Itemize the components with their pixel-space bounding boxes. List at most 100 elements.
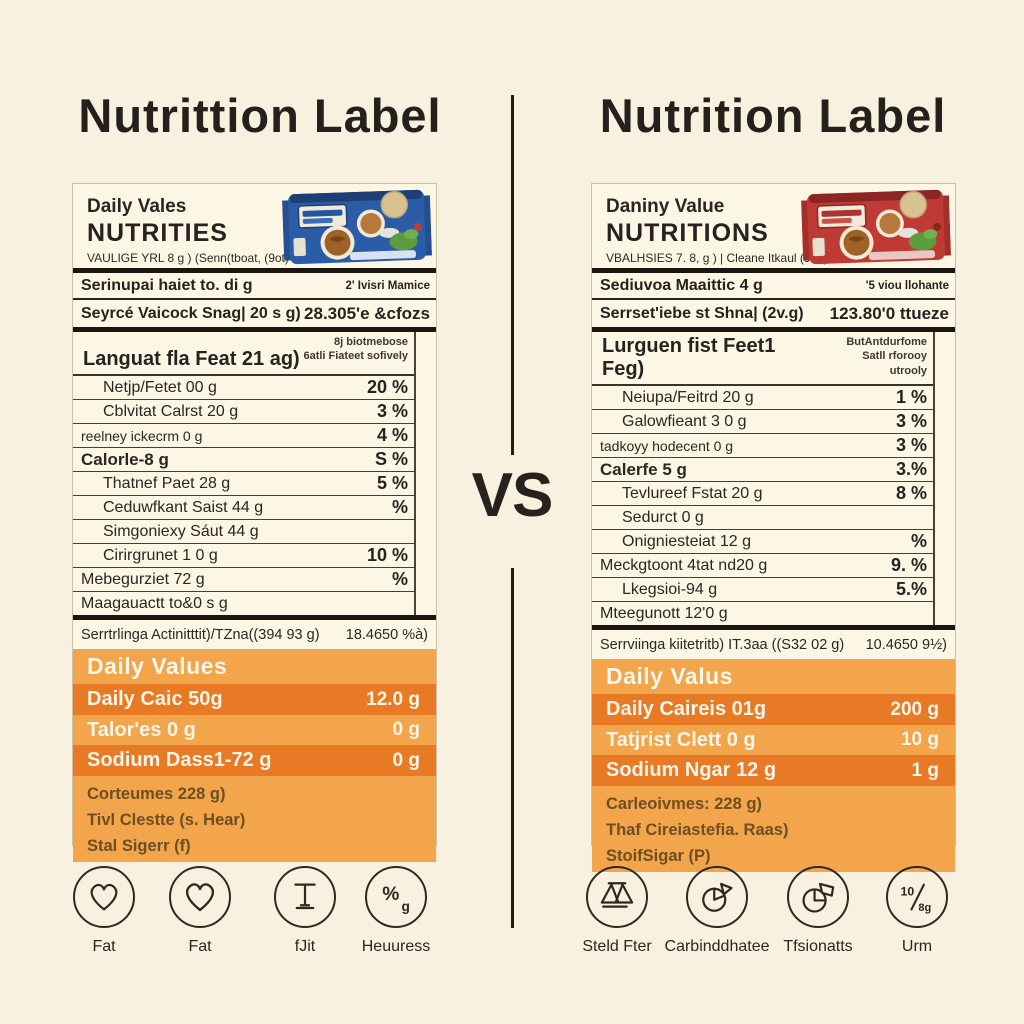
row-value: 1 %	[895, 387, 927, 407]
nutrition-card-left: Daily Vales NUTRITIES VAULIGE YRL 8 g ) …	[72, 183, 437, 862]
table-row: Maagauactt to&0 s g	[73, 592, 414, 615]
daily-note: Thaf Cireiastefia. Raas)	[606, 821, 789, 839]
row-value: 3 %	[895, 435, 927, 455]
blue-noodle-package-image	[282, 189, 433, 265]
row-value: S %	[374, 449, 408, 469]
section-label: Languat fla Feat 21 ag)	[83, 348, 300, 370]
brand-line2: NUTRITIONS	[606, 219, 769, 247]
table-row: Netjp/Fetet 00 g 20 %	[73, 376, 414, 400]
row-label: Daily Caireis 01g	[606, 698, 767, 720]
thick-rule	[592, 268, 955, 273]
row-label: Simgoniexy Sáut 44 g	[103, 522, 259, 540]
table-row: Lkegsioi-94 g 5.%	[592, 578, 933, 602]
table-row: Galowfieant 3 0 g 3 %	[592, 410, 933, 434]
row-label: Calorle-8 g	[81, 449, 169, 469]
thick-rule	[73, 327, 436, 332]
icon-glyph: %	[382, 884, 399, 905]
page-title-left: Nutrittion Label	[78, 89, 442, 142]
vs-label: VS	[471, 461, 554, 530]
thick-rule	[592, 327, 955, 332]
table-footer-row: Serrtrlinga Actinitttit)/TZna((394 93 g)…	[73, 620, 436, 649]
thick-rule	[73, 615, 436, 620]
table-row: Thatnef Paet 28 g 5 %	[73, 472, 414, 496]
legend-label: Carbinddhatee	[664, 938, 770, 955]
table-row: Cblvitat Calrst 20 g 3 %	[73, 400, 414, 424]
scale-icon	[586, 866, 648, 928]
table-row: Serrset'iebe st Shna| (2v.g) 123.80'0 tt…	[592, 300, 955, 327]
table-row: Serinupai haiet to. di g 2' Ivisri Mamic…	[73, 273, 436, 300]
daily-row: Daily Caireis 01g 200 g	[592, 694, 955, 725]
row-label: Mteegunott 12'0 g	[600, 604, 728, 622]
row-label: Sodium Dass1-72 g	[87, 749, 272, 771]
row-label: Maagauactt to&0 s g	[81, 594, 228, 612]
daily-note: Tivl Clestte (s. Hear)	[87, 811, 246, 829]
table-row: tadkoyy hodecent 0 g 3 %	[592, 434, 933, 458]
daily-notes: Carleoivmes: 228 g) Thaf Cireiastefia. R…	[592, 786, 955, 872]
row-value: 0 g	[392, 719, 420, 740]
row-label: reelney ickecrm 0 g	[81, 427, 203, 444]
table-row: reelney ickecrm 0 g 4 %	[73, 424, 414, 448]
table-row: Sedurct 0 g	[592, 506, 933, 530]
daily-notes: Corteumes 228 g) Tivl Clestte (s. Hear) …	[73, 776, 436, 862]
row-value: %	[391, 569, 408, 589]
nutrition-table: Lurguen fist Feet1 Feg) ButAntdurfome Sa…	[592, 332, 935, 625]
table-row: Calerfe 5 g 3.%	[592, 458, 933, 482]
pie-chart-icon	[787, 866, 849, 928]
vertical-divider-bottom	[511, 568, 514, 928]
row-label: Cirirgrunet 1 0 g	[103, 546, 218, 564]
icon-glyph: 10	[901, 885, 915, 899]
section-note1: ButAntdurfome	[846, 336, 927, 348]
table-row: Sediuvoa Maaittic 4 g '5 viou llohante	[592, 273, 955, 300]
legend-label: Urm	[901, 938, 933, 955]
row-value: 10 %	[366, 545, 408, 565]
card-header: Daily Vales NUTRITIES VAULIGE YRL 8 g ) …	[73, 184, 436, 268]
daily-row: Daily Caic 50g 12.0 g	[73, 684, 436, 715]
brand-line3: VAULIGE YRL 8 g ) (Senn(tboat, (9ot)	[87, 251, 289, 265]
brand-line1: Daily Vales	[87, 196, 187, 217]
row-value: 9. %	[890, 555, 927, 575]
row-label: Seyrcé Vaicock Snag| 20 s g)	[81, 304, 301, 322]
thick-rule	[592, 625, 955, 630]
row-label: Ceduwfkant Saist 44 g	[103, 498, 264, 516]
legend-item: Steld Fter	[557, 866, 677, 956]
legend-item: Fat	[140, 866, 260, 956]
row-label: Tatjrist Clett 0 g	[606, 728, 756, 751]
footer-value: 10.4650 9½)	[865, 636, 947, 653]
legend-label: fJit	[294, 938, 316, 955]
table-section-header: Lurguen fist Feet1 Feg) ButAntdurfome Sa…	[592, 332, 933, 386]
daily-row: Talor'es 0 g 0 g	[73, 715, 436, 745]
fraction-icon: 10 8g	[886, 866, 948, 928]
row-value: 1 g	[911, 759, 939, 781]
legend-item: Tfsionatts	[758, 866, 878, 956]
legend-item: Fat	[44, 866, 164, 956]
daily-note: Carleoivmes: 228 g)	[606, 795, 762, 813]
section-note2: 6atli Fiateet sofively	[303, 350, 408, 363]
row-label: Cblvitat Calrst 20 g	[103, 402, 239, 420]
row-label: Serrset'iebe st Shna| (2v.g)	[600, 304, 804, 322]
row-value: 3.%	[895, 459, 927, 479]
footer-label: Serrtrlinga Actinitttit)/TZna((394 93 g)	[81, 626, 320, 643]
pillar-icon	[274, 866, 336, 928]
icon-glyph-sub: 8g	[918, 902, 931, 914]
table-row: Calorle-8 g S %	[73, 448, 414, 472]
daily-values-section: Daily Values Daily Caic 50g 12.0 g Talor'…	[73, 649, 436, 862]
row-value: %	[391, 497, 408, 517]
table-row: Meckgtoont 4tat nd20 g 9. %	[592, 554, 933, 578]
row-label: Netjp/Fetet 00 g	[103, 378, 217, 396]
heart-icon	[73, 866, 135, 928]
page-title-right: Nutrition Label	[599, 89, 947, 142]
row-label: Talor'es 0 g	[87, 718, 196, 741]
row-label: Sedurct 0 g	[622, 508, 704, 526]
row-label: Serinupai haiet to. di g	[81, 276, 253, 294]
row-value: 123.80'0 ttueze	[829, 303, 949, 323]
row-label: Neiupa/Feitrd 20 g	[622, 388, 754, 406]
legend-label: Fat	[188, 938, 212, 955]
legend-label: Fat	[92, 938, 116, 955]
daily-row: Sodium Ngar 12 g 1 g	[592, 755, 955, 786]
daily-row: Sodium Dass1-72 g 0 g	[73, 745, 436, 776]
row-value: 8 %	[895, 483, 927, 503]
vertical-divider-top	[511, 95, 514, 455]
legend-item: % g Heuuress	[336, 866, 456, 956]
row-label: Daily Caic 50g	[87, 688, 223, 710]
legend-label: Steld Fter	[582, 938, 652, 955]
